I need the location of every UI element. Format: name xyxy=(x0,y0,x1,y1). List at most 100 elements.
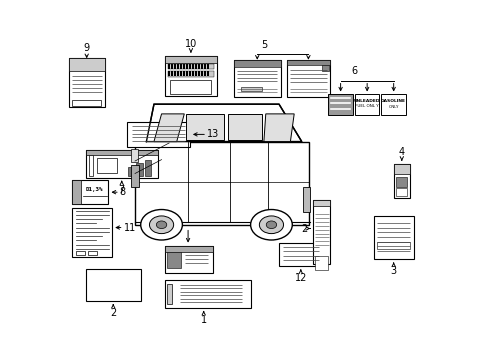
Bar xyxy=(195,64,197,69)
Text: 2: 2 xyxy=(301,224,307,234)
Bar xyxy=(72,180,81,204)
Bar xyxy=(373,216,413,260)
Text: 6: 6 xyxy=(351,67,357,76)
Bar xyxy=(68,58,104,107)
Bar xyxy=(167,252,180,268)
Bar xyxy=(85,150,158,155)
Bar xyxy=(76,251,85,255)
Bar xyxy=(174,64,176,69)
Bar xyxy=(286,60,329,65)
Bar xyxy=(177,71,179,76)
Bar xyxy=(198,71,200,76)
Bar xyxy=(72,100,101,105)
Bar xyxy=(302,187,310,212)
Bar xyxy=(165,280,250,308)
Bar xyxy=(168,64,170,69)
Text: ONLY: ONLY xyxy=(387,104,398,109)
Bar xyxy=(393,164,409,174)
Bar xyxy=(131,149,138,162)
Text: 13: 13 xyxy=(206,129,219,139)
Circle shape xyxy=(265,221,276,229)
Bar xyxy=(322,65,328,71)
Bar xyxy=(167,71,214,77)
Bar xyxy=(186,71,188,76)
Bar xyxy=(393,164,409,198)
Bar xyxy=(174,71,176,76)
Bar xyxy=(195,71,197,76)
Bar xyxy=(136,163,142,176)
Circle shape xyxy=(250,210,292,240)
Bar xyxy=(395,188,407,195)
Text: 9: 9 xyxy=(83,43,90,53)
Bar xyxy=(312,200,329,206)
Bar xyxy=(189,64,191,69)
Bar xyxy=(327,94,352,115)
Bar xyxy=(165,246,212,252)
Bar xyxy=(88,251,97,255)
Bar xyxy=(168,71,170,76)
Bar xyxy=(354,94,379,115)
Bar xyxy=(207,64,209,69)
Bar xyxy=(207,71,209,76)
Text: 11: 11 xyxy=(123,222,136,233)
Text: GASOLINE: GASOLINE xyxy=(381,99,406,103)
Polygon shape xyxy=(264,114,294,141)
Bar xyxy=(279,243,322,266)
Bar xyxy=(183,71,184,76)
Bar xyxy=(85,150,158,177)
Bar xyxy=(376,242,409,249)
Bar xyxy=(131,165,139,187)
Bar xyxy=(192,71,194,76)
Bar xyxy=(127,167,134,176)
Bar xyxy=(127,122,189,147)
Bar xyxy=(97,158,117,174)
Text: 2: 2 xyxy=(110,308,116,318)
Bar xyxy=(167,64,214,69)
Bar xyxy=(227,114,262,140)
Circle shape xyxy=(156,221,166,229)
Bar xyxy=(204,64,205,69)
Bar xyxy=(165,56,216,63)
Text: UNLEADED: UNLEADED xyxy=(353,99,380,103)
Text: 8: 8 xyxy=(120,187,126,197)
Bar xyxy=(68,58,104,71)
Bar xyxy=(314,256,328,270)
Bar xyxy=(198,64,200,69)
Bar xyxy=(186,64,188,69)
Bar xyxy=(204,71,205,76)
Text: D1,3%: D1,3% xyxy=(86,187,103,192)
Text: 3: 3 xyxy=(390,266,396,276)
Bar xyxy=(177,64,179,69)
Text: 7: 7 xyxy=(119,185,124,194)
Bar xyxy=(233,60,280,67)
Bar xyxy=(233,60,280,97)
Text: 12: 12 xyxy=(294,273,306,283)
Bar xyxy=(240,87,262,91)
Bar xyxy=(167,284,172,304)
Text: 10: 10 xyxy=(184,39,197,49)
Bar xyxy=(170,80,211,94)
Bar xyxy=(165,246,212,273)
Text: 4: 4 xyxy=(398,147,404,157)
Bar xyxy=(144,160,151,176)
Bar xyxy=(186,114,224,140)
Bar xyxy=(72,180,108,204)
Circle shape xyxy=(149,216,173,234)
Bar xyxy=(165,56,216,96)
Bar xyxy=(192,64,194,69)
Bar xyxy=(88,156,93,176)
Text: 5: 5 xyxy=(261,40,267,50)
Bar xyxy=(85,269,141,301)
Bar xyxy=(189,71,191,76)
Text: FUEL ONL Y: FUEL ONL Y xyxy=(355,104,378,108)
Bar xyxy=(201,64,203,69)
Text: 1: 1 xyxy=(200,315,206,325)
Polygon shape xyxy=(146,104,301,141)
Bar xyxy=(171,64,173,69)
Bar xyxy=(286,60,329,97)
Circle shape xyxy=(259,216,283,234)
Bar xyxy=(72,208,112,257)
Bar xyxy=(171,71,173,76)
Bar xyxy=(312,200,329,264)
Bar xyxy=(201,71,203,76)
